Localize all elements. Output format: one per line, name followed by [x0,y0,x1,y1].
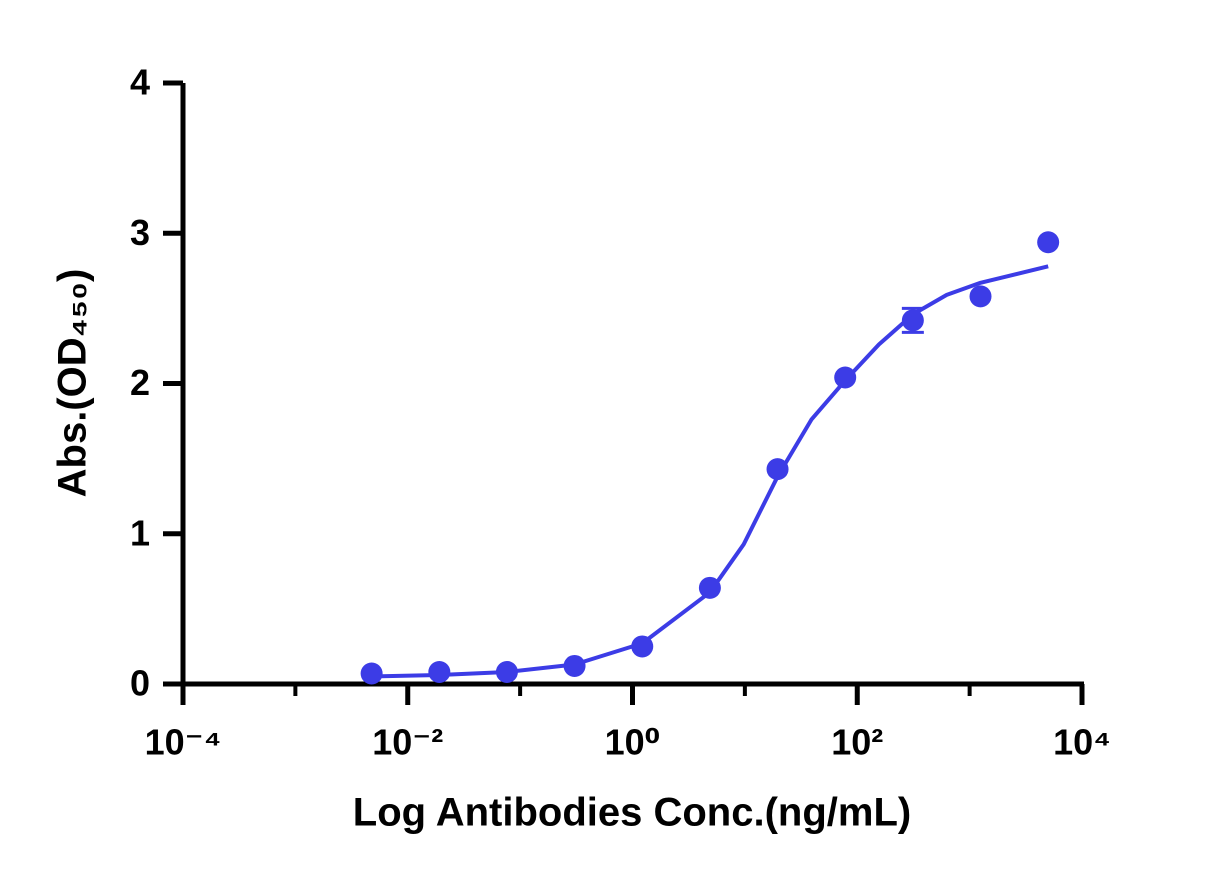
data-point [631,635,654,658]
data-point [698,576,721,599]
x-tick-label: 10⁻² [372,722,443,763]
fit-curve [371,264,1049,679]
y-tick-label: 3 [130,212,150,253]
x-tick-label: 10⁴ [1053,722,1111,763]
y-tick-label: 0 [130,663,150,704]
y-tick-label: 2 [130,362,150,403]
x-tick-label: 10⁰ [605,722,661,763]
y-tick-label: 4 [130,62,150,103]
data-point [360,662,383,685]
y-axis-title: Abs.(OD₄₅₀) [51,269,95,498]
data-point [1037,231,1060,254]
data-point [834,366,857,389]
data-point [428,660,451,683]
data-point [969,285,992,308]
data-point [766,458,789,481]
x-tick-label: 10² [831,722,883,763]
data-point [495,660,518,683]
data-point [563,654,586,677]
data-point [901,309,924,332]
x-tick-label: 10⁻⁴ [145,722,222,763]
x-axis-title: Log Antibodies Conc.(ng/mL) [353,791,911,835]
y-tick-label: 1 [130,512,150,553]
